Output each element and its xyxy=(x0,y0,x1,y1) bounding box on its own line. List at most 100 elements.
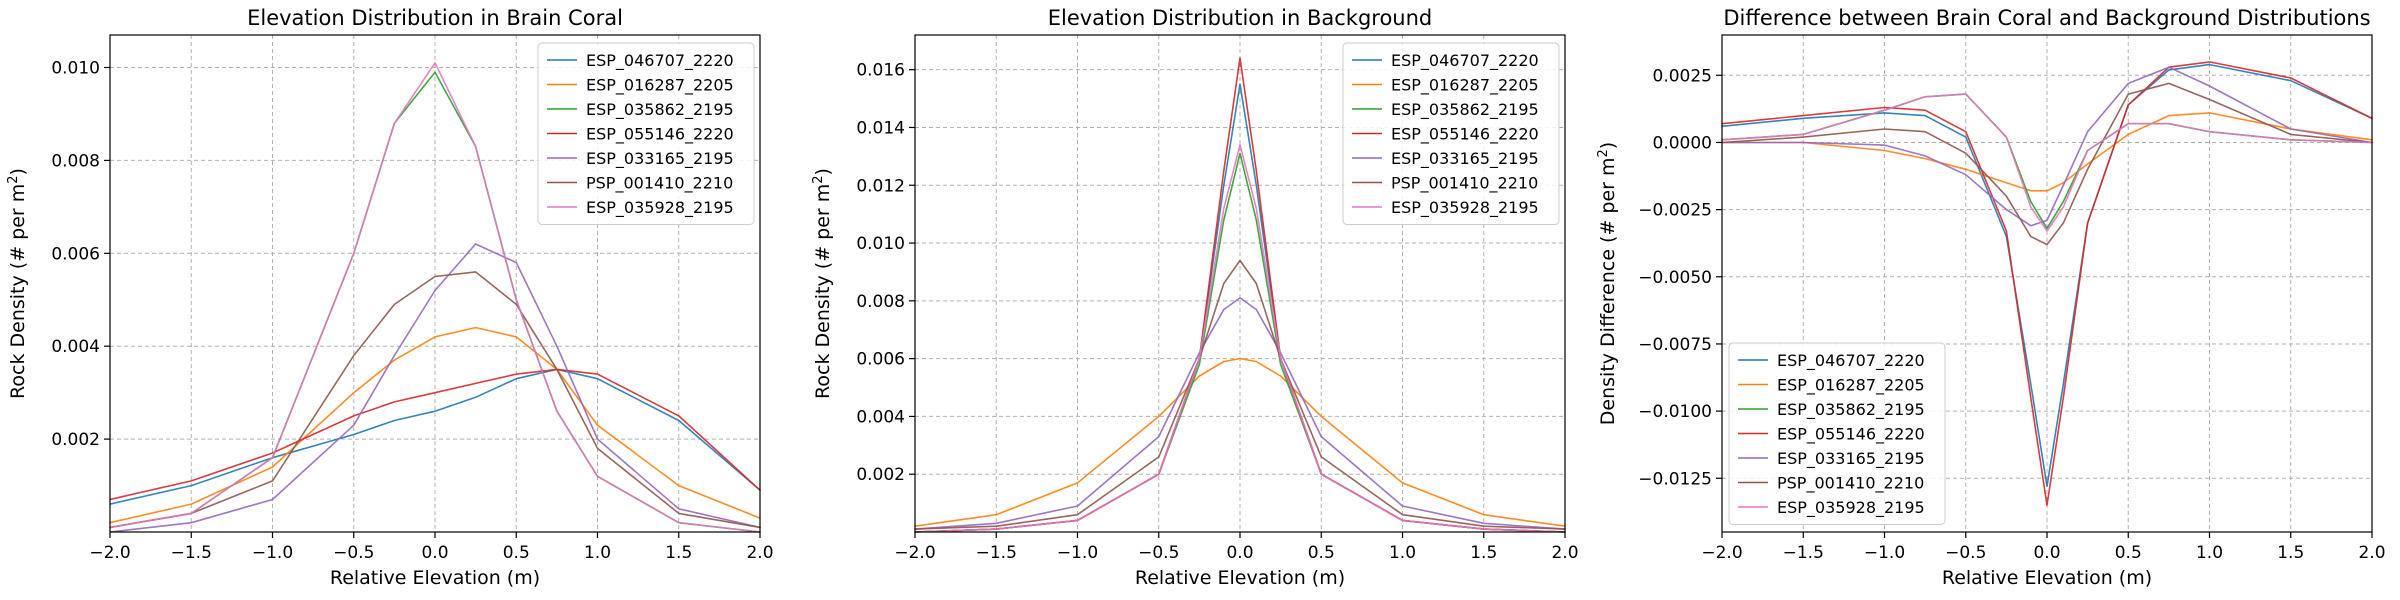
legend-entry: ESP_055146_2220 xyxy=(1391,125,1539,145)
series-line-psp-001410-2210 xyxy=(914,259,1566,530)
y-axis-label-superscript: 2 xyxy=(811,175,826,183)
series-line-psp-001410-2210 xyxy=(109,271,761,529)
legend: ESP_046707_2220 ESP_016287_2205 ESP_035862… xyxy=(537,42,755,225)
chart-panel-1: −2.0 −1.5 −1.0 −0.5 0.0 0.5 1.0 1.5 2.0 0.002 0.00… xyxy=(6,6,774,589)
legend-entry: ESP_035862_2195 xyxy=(1777,400,1925,420)
x-tick-label: 1.0 xyxy=(1389,543,1416,563)
legend-entry: PSP_001410_2210 xyxy=(586,174,733,194)
y-tick-label: −0.0100 xyxy=(1638,402,1712,422)
y-tick-label: 0.002 xyxy=(856,465,905,485)
y-axis-label-superscript: 2 xyxy=(6,175,21,183)
x-tick-label: 1.0 xyxy=(2196,543,2223,563)
legend-entry: ESP_035928_2195 xyxy=(1391,198,1539,218)
legend-box xyxy=(1342,42,1560,225)
x-tick-label: −0.5 xyxy=(1138,543,1179,563)
y-axis-label: Rock Density (# per m2) xyxy=(6,168,29,399)
x-tick-label: 2.0 xyxy=(746,543,773,563)
x-tick-label: −1.0 xyxy=(1864,543,1905,563)
y-tick-label: 0.016 xyxy=(856,61,905,81)
y-tick-label: 0.012 xyxy=(856,176,905,196)
y-tick-label: −0.0075 xyxy=(1638,335,1712,355)
legend-entry: PSP_001410_2210 xyxy=(1777,474,1924,494)
legend-entry: ESP_035928_2195 xyxy=(586,198,734,218)
y-axis-label-part: Rock Density (# per m xyxy=(812,184,834,399)
x-tick-label: 0.0 xyxy=(421,543,448,563)
x-axis-label: Relative Elevation (m) xyxy=(1135,567,1345,589)
legend-box xyxy=(1728,342,1946,525)
x-tick-label: −1.0 xyxy=(252,543,293,563)
y-tick-label: 0.004 xyxy=(51,337,100,357)
x-tick-label: −1.0 xyxy=(1057,543,1098,563)
chart-title: Elevation Distribution in Brain Coral xyxy=(247,6,623,30)
legend-entry: ESP_046707_2220 xyxy=(1391,51,1539,71)
x-tick-label: −2.0 xyxy=(89,543,130,563)
legend-entry: ESP_033165_2195 xyxy=(1777,449,1925,469)
x-tick-label: −1.5 xyxy=(171,543,212,563)
y-tick-label: 0.008 xyxy=(51,151,100,171)
series-line-esp-016287-2205 xyxy=(914,357,1566,528)
y-axis-label-part: ) xyxy=(7,168,29,175)
x-tick-label: −1.5 xyxy=(976,543,1017,563)
series-group xyxy=(1721,61,2373,506)
series-line-esp-035928-2195 xyxy=(1721,93,2373,232)
y-axis-label-part: Density Difference (# per m xyxy=(1597,157,1619,425)
y-axis-label-superscript: 2 xyxy=(1596,149,1611,157)
y-tick-label: 0.006 xyxy=(856,350,905,370)
legend-entry: ESP_046707_2220 xyxy=(1777,351,1925,371)
legend-entry: ESP_055146_2220 xyxy=(1777,425,1925,445)
chart-panel-2: −2.0 −1.5 −1.0 −0.5 0.0 0.5 1.0 1.5 2.0 0.002 0.00… xyxy=(811,6,1579,589)
y-tick-label: 0.002 xyxy=(51,430,100,450)
x-tick-label: −1.5 xyxy=(1783,543,1824,563)
x-tick-label: 0.5 xyxy=(2115,543,2142,563)
y-tick-label: −0.0125 xyxy=(1638,469,1712,489)
y-tick-label: −0.0050 xyxy=(1638,268,1712,288)
series-group xyxy=(914,57,1566,533)
legend-entry: ESP_035928_2195 xyxy=(1777,498,1925,518)
legend-entry: ESP_033165_2195 xyxy=(586,149,734,169)
y-tick-label: 0.006 xyxy=(51,244,100,264)
legend-entry: ESP_033165_2195 xyxy=(1391,149,1539,169)
x-tick-label: −2.0 xyxy=(894,543,935,563)
x-tick-label: 0.0 xyxy=(2033,543,2060,563)
y-tick-label: 0.0000 xyxy=(1653,133,1712,153)
legend-entry: ESP_016287_2205 xyxy=(1391,76,1539,96)
series-line-esp-033165-2195 xyxy=(1721,66,2373,227)
series-line-esp-033165-2195 xyxy=(914,297,1566,530)
legend-entry: PSP_001410_2210 xyxy=(1391,174,1538,194)
legend: ESP_046707_2220 ESP_016287_2205 ESP_035862… xyxy=(1728,342,1946,525)
x-tick-label: 0.5 xyxy=(503,543,530,563)
x-tick-label: 1.5 xyxy=(1470,543,1497,563)
series-line-esp-016287-2205 xyxy=(109,326,761,524)
series-line-esp-055146-2220 xyxy=(109,368,761,501)
series-group xyxy=(109,62,761,533)
y-tick-label: 0.010 xyxy=(51,59,100,79)
x-tick-label: 0.5 xyxy=(1308,543,1335,563)
chart-panel-3: −2.0 −1.5 −1.0 −0.5 0.0 0.5 1.0 1.5 2.0 −0.0125 −0… xyxy=(1596,6,2386,589)
legend-entry: ESP_035862_2195 xyxy=(1391,100,1539,120)
chart-title: Difference between Brain Coral and Backg… xyxy=(1723,6,2370,30)
series-line-psp-001410-2210 xyxy=(1721,82,2373,246)
x-tick-label: 1.0 xyxy=(584,543,611,563)
series-line-esp-016287-2205 xyxy=(1721,112,2373,192)
x-tick-label: −2.0 xyxy=(1701,543,1742,563)
series-line-esp-035928-2195 xyxy=(914,144,1566,533)
legend: ESP_046707_2220 ESP_016287_2205 ESP_035862… xyxy=(1342,42,1560,225)
y-axis-label: Density Difference (# per m2) xyxy=(1596,142,1619,425)
legend-entry: ESP_016287_2205 xyxy=(1777,376,1925,396)
y-tick-label: 0.014 xyxy=(856,118,905,138)
y-tick-label: −0.0025 xyxy=(1638,201,1712,221)
series-line-esp-055146-2220 xyxy=(1721,61,2373,506)
series-line-esp-035928-2195 xyxy=(109,62,761,533)
x-tick-label: 2.0 xyxy=(1551,543,1578,563)
y-axis-label-part: ) xyxy=(812,168,834,175)
x-tick-label: 1.5 xyxy=(2277,543,2304,563)
y-tick-label: 0.010 xyxy=(856,234,905,254)
legend-entry: ESP_016287_2205 xyxy=(586,76,734,96)
x-axis-label: Relative Elevation (m) xyxy=(1942,567,2152,589)
legend-entry: ESP_035862_2195 xyxy=(586,100,734,120)
y-tick-label: 0.0025 xyxy=(1653,66,1712,86)
legend-box xyxy=(537,42,755,225)
x-tick-label: 2.0 xyxy=(2358,543,2385,563)
x-tick-label: 0.0 xyxy=(1226,543,1253,563)
